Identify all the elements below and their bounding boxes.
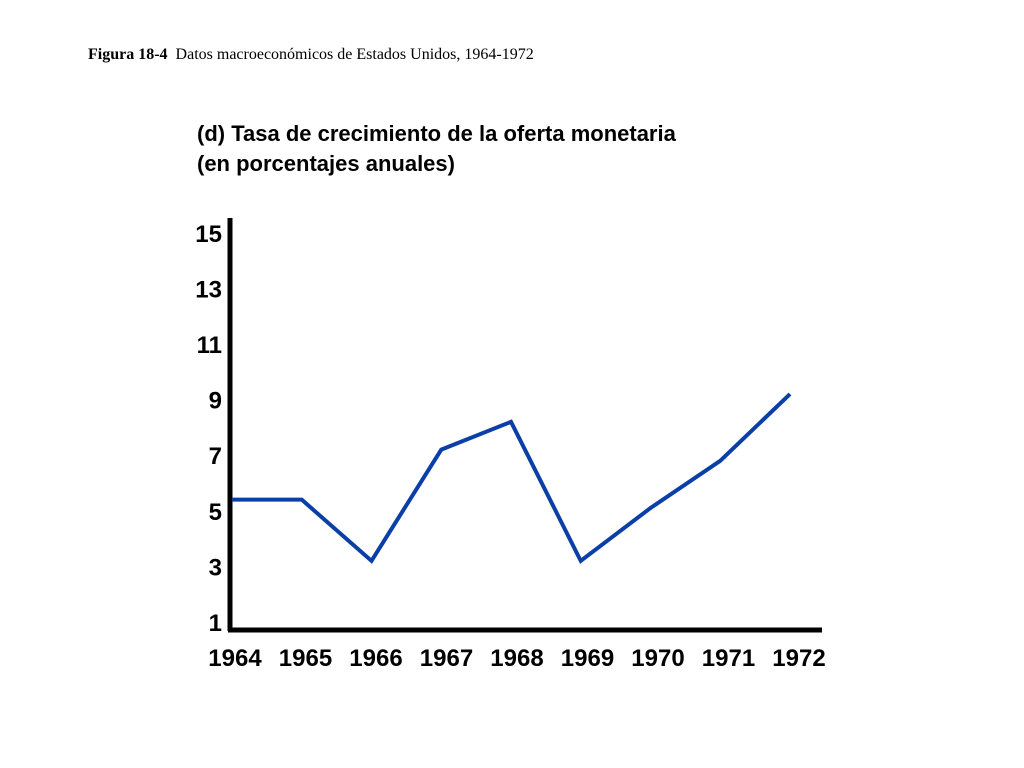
figure-caption: Figura 18-4 Datos macroeconómicos de Esta… — [88, 46, 534, 64]
x-tick-label: 1972 — [772, 645, 825, 672]
x-tick-label: 1964 — [208, 645, 262, 672]
x-tick-label: 1967 — [420, 645, 473, 672]
y-tick-label: 13 — [195, 276, 222, 303]
x-tick-label: 1969 — [561, 645, 614, 672]
chart-title-line-1: (d) Tasa de crecimiento de la oferta mon… — [197, 121, 676, 146]
figure-caption-text: Datos macroeconómicos de Estados Unidos,… — [175, 46, 534, 63]
y-tick-label: 3 — [209, 554, 222, 581]
y-tick-label: 9 — [209, 388, 222, 415]
y-tick-label: 7 — [209, 443, 222, 470]
y-tick-label: 1 — [209, 610, 222, 637]
x-tick-label: 1971 — [702, 645, 755, 672]
x-tick-label: 1966 — [349, 645, 402, 672]
chart-title-line-2: (en porcentajes anuales) — [197, 151, 455, 176]
y-tick-label: 15 — [195, 221, 222, 248]
series-line — [232, 392, 792, 564]
x-tick-label: 1965 — [279, 645, 332, 672]
y-tick-label: 5 — [209, 499, 222, 526]
y-tick-label: 11 — [197, 332, 222, 359]
figure-number: Figura 18-4 — [88, 46, 168, 63]
chart-title: (d) Tasa de crecimiento de la oferta mon… — [197, 119, 676, 179]
x-tick-label: 1970 — [631, 645, 684, 672]
x-tick-label: 1968 — [490, 645, 543, 672]
